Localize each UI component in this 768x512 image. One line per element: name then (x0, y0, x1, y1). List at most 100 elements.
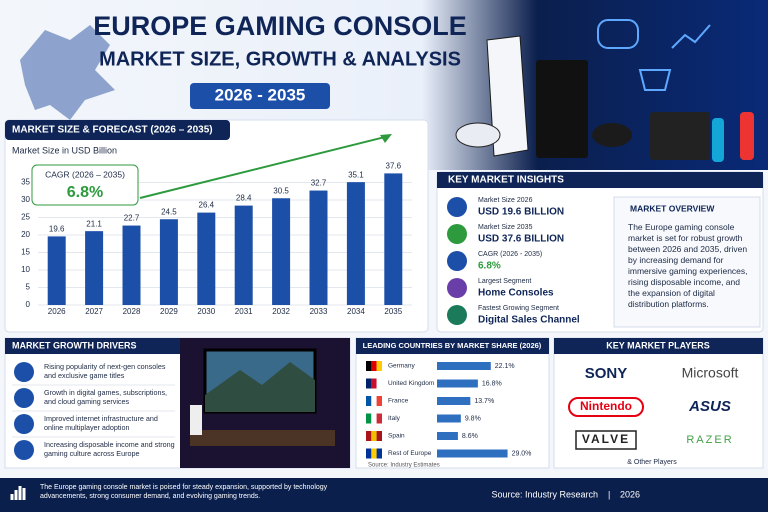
period-badge (190, 83, 330, 109)
flag (376, 448, 382, 459)
drivers-list (12, 362, 175, 460)
value-label: 35.1 (348, 170, 364, 179)
bar (346, 182, 365, 305)
bar (437, 362, 491, 370)
insight-icon (447, 197, 467, 217)
forecast-chart: 0 5 10 15 20 25 30 35 19.6 2026 21.1 2027 22.7 2028 24… (21, 162, 412, 316)
flag (366, 378, 372, 389)
flag (366, 361, 372, 371)
countries-source: Source: Industry Estimates (368, 463, 440, 469)
player-name: VALVE (582, 432, 630, 446)
y-tick-label: 25 (21, 213, 30, 222)
bar (47, 236, 66, 305)
country-label: United Kingdom (388, 380, 434, 387)
y-tick-label: 35 (21, 178, 30, 187)
footer-icon (10, 486, 26, 500)
subtitle: MARKET SIZE, GROWTH & ANALYSIS (99, 48, 461, 70)
value-label: 13.7% (474, 398, 494, 405)
bar (159, 219, 178, 305)
driver-text: Rising popularity of next-gen consoles a… (44, 362, 166, 380)
title: EUROPE GAMING CONSOLE (93, 11, 467, 41)
europe-map (20, 25, 115, 120)
driver-text: Growth in digital games, subscriptions, … (44, 388, 168, 406)
cagr-box (31, 164, 139, 206)
bar (437, 414, 461, 423)
insight-value: USD 19.6 BILLION (478, 207, 564, 218)
bar (309, 190, 328, 305)
player-name: SONY (585, 365, 628, 382)
bar (272, 198, 291, 305)
y-axis-title: Market Size in USD Billion (12, 145, 117, 155)
value-label: 29.0% (512, 450, 532, 457)
x-tick-label: 2026 (48, 307, 66, 316)
x-tick-label: 2030 (197, 307, 215, 316)
value-label: 22.7 (124, 214, 140, 223)
player-name: ASUS (688, 398, 731, 415)
x-tick-label: 2033 (310, 307, 328, 316)
insight-value: 6.8% (478, 261, 501, 272)
y-tick-label: 5 (26, 283, 31, 292)
players-more: & Other Players (627, 459, 677, 466)
flag (376, 378, 382, 389)
bar (437, 397, 471, 405)
insights-list: Market Size 2026 USD 19.6 BILLION Market S… (447, 197, 580, 326)
cagr-label: CAGR (2026 – 2035) (45, 169, 125, 179)
flag (371, 361, 377, 371)
flag (376, 413, 382, 424)
y-tick-label: 20 (21, 230, 30, 239)
value-label: 16.8% (482, 380, 502, 387)
value-label: 22.1% (495, 363, 515, 370)
period: 2026 - 2035 (215, 85, 306, 104)
bar (384, 173, 403, 305)
driver-text: Improved internet infrastructure and onl… (44, 414, 158, 432)
insight-icon (447, 278, 467, 298)
insight-value: USD 37.6 BILLION (478, 234, 564, 245)
countries-chart: Germany 22.1% United Kingdom 16.8% France 13.… (366, 361, 531, 459)
x-tick-label: 2031 (235, 307, 253, 316)
x-tick-label: 2032 (272, 307, 290, 316)
y-tick-label: 0 (26, 300, 31, 309)
x-tick-label: 2035 (384, 307, 402, 316)
forecast-title: MARKET SIZE & FORECAST (2026 – 2035) (12, 125, 213, 136)
tv-scene (180, 338, 350, 468)
drivers-title: MARKET GROWTH DRIVERS (12, 340, 137, 350)
bar (122, 225, 141, 305)
overview-box (613, 196, 761, 328)
country-label: Spain (388, 433, 405, 440)
x-tick-label: 2028 (123, 307, 141, 316)
footer-year: 2026 (620, 489, 640, 499)
cagr-value: 6.8% (67, 184, 103, 201)
footer-text: The Europe gaming console market is pois… (40, 484, 328, 501)
insight-icon (447, 224, 467, 244)
flag (376, 396, 382, 406)
player-name: RAZER (686, 434, 733, 446)
bar (197, 212, 216, 305)
x-tick-label: 2027 (85, 307, 103, 316)
arrow-head (380, 134, 392, 143)
flag (366, 448, 372, 459)
logo-frame (568, 397, 644, 417)
flag (366, 413, 372, 424)
x-tick-label: 2029 (160, 307, 178, 316)
insight-value: Home Consoles (478, 288, 554, 299)
value-label: 32.7 (311, 179, 327, 188)
bar (85, 231, 104, 305)
drivers-title-bg (5, 338, 180, 354)
value-label: 19.6 (49, 225, 65, 234)
country-label: Germany (388, 363, 415, 370)
flag (366, 396, 372, 406)
insight-value: Digital Sales Channel (478, 315, 580, 326)
insight-icon (447, 305, 467, 325)
value-label: 28.4 (236, 194, 252, 203)
value-label: 37.6 (386, 162, 402, 171)
insights-title: KEY MARKET INSIGHTS (448, 175, 564, 186)
forecast-title-bg (5, 120, 230, 140)
flag (371, 396, 377, 406)
flag (376, 361, 382, 371)
consoles (455, 19, 754, 162)
value-label: 21.1 (86, 219, 102, 228)
insight-label: Market Size 2035 (478, 224, 533, 231)
countries-title-bg (356, 338, 549, 354)
